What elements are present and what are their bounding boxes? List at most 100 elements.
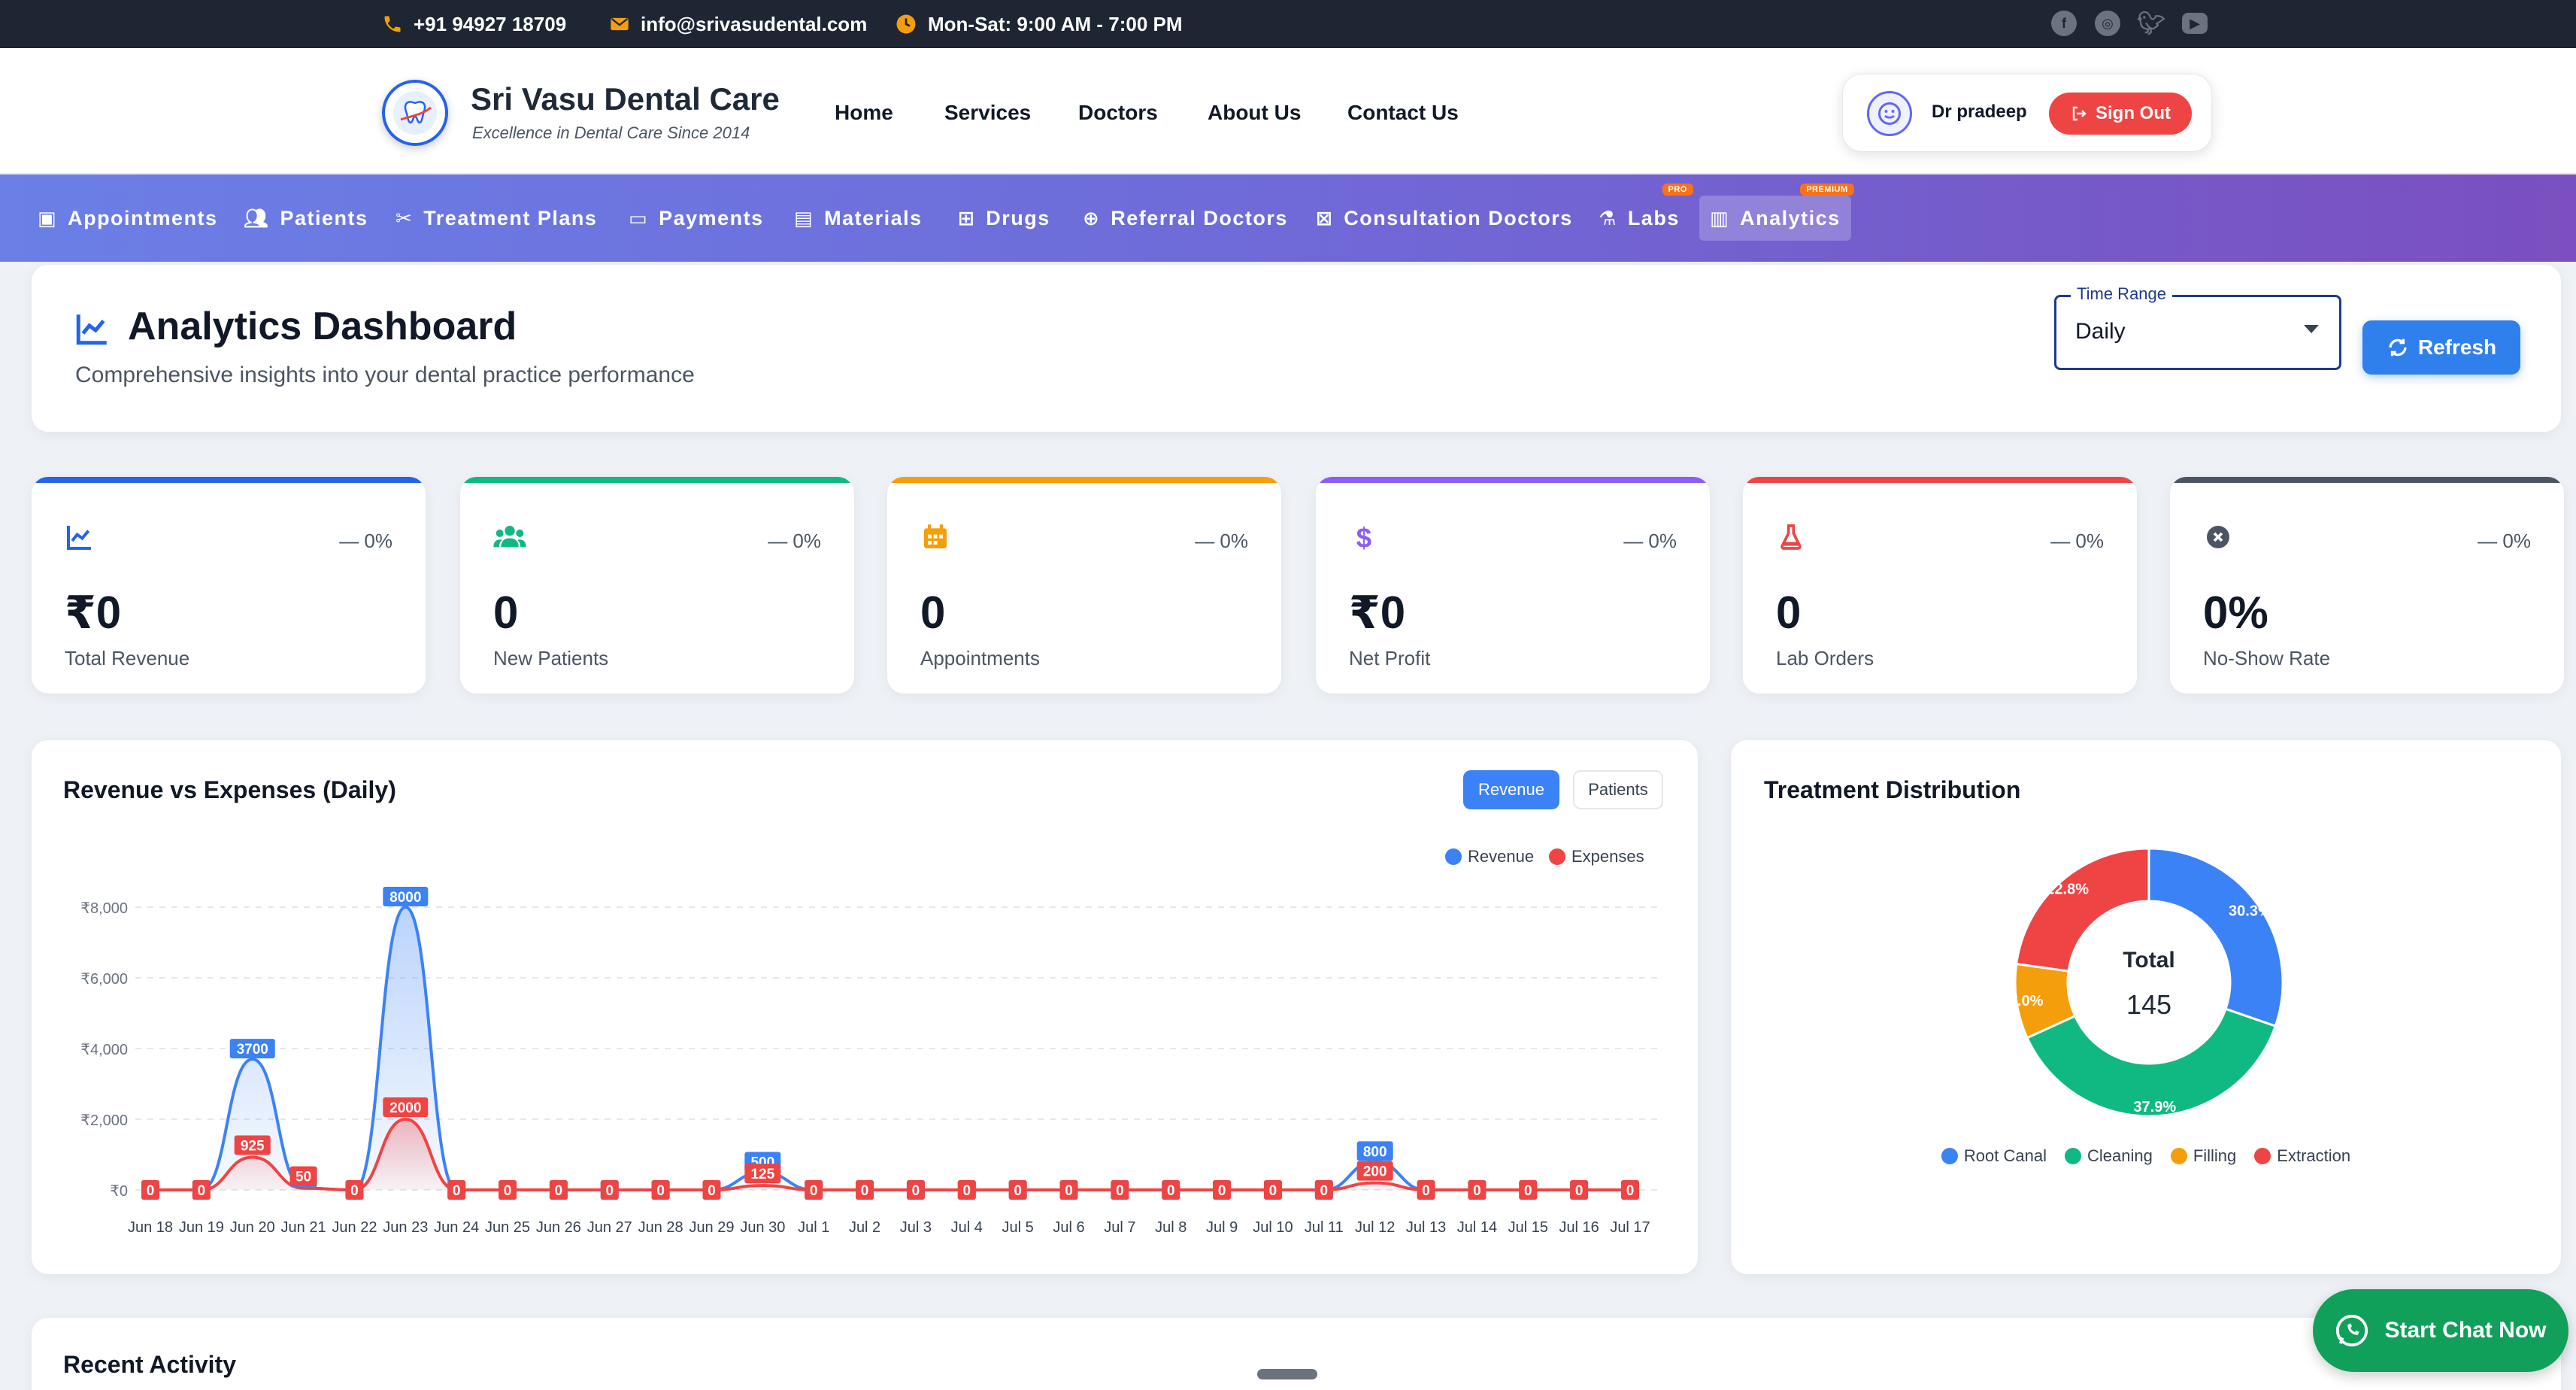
subnav-treatment-plans[interactable]: ✂︎ Treatment Plans — [385, 196, 608, 241]
x-tick-label: Jul 7 — [1104, 1219, 1135, 1236]
subnav-patients[interactable]: 👥︎ Patients — [233, 196, 379, 241]
pro-badge: PRO — [1662, 184, 1693, 196]
refresh-button[interactable]: Refresh — [2362, 320, 2520, 375]
subnav-analytics[interactable]: ▥ Analytics PREMIUM — [1699, 184, 1854, 241]
data-label: 0 — [1626, 1183, 1635, 1199]
data-label-box — [600, 1180, 619, 1200]
stat-label: Lab Orders — [1776, 647, 1874, 669]
scroll-handle[interactable] — [1257, 1369, 1317, 1379]
stat-card-total-revenue[interactable]: — 0% ₹0 Total Revenue — [32, 477, 426, 693]
stat-change: — 0% — [1195, 530, 1248, 552]
stat-card-new-patients[interactable]: — 0% 0 New Patients — [460, 477, 854, 693]
premium-badge: PREMIUM — [1800, 184, 1854, 196]
subnav-label: Drugs — [986, 206, 1050, 229]
x-tick-label: Jun 20 — [230, 1219, 275, 1236]
facebook-icon[interactable]: f — [2051, 11, 2077, 36]
legend-revenue[interactable]: Revenue — [1445, 847, 1534, 866]
stat-card-no-show-rate[interactable]: — 0% 0% No-Show Rate — [2170, 477, 2564, 693]
legend-label: Expenses — [1571, 847, 1644, 866]
data-label: 0 — [504, 1183, 512, 1199]
start-chat-label: Start Chat Now — [2384, 1318, 2547, 1343]
x-tick-label: Jul 3 — [900, 1219, 932, 1236]
x-tick-label: Jul 10 — [1253, 1219, 1293, 1236]
sign-out-button[interactable]: Sign Out — [2049, 93, 2192, 135]
subnav-drugs[interactable]: ⊞ Drugs — [947, 196, 1061, 241]
nav-doctors[interactable]: Doctors — [1078, 101, 1158, 124]
data-label: 2000 — [389, 1100, 421, 1116]
donut-center-value: 145 — [2126, 989, 2171, 1020]
nav-about-us[interactable]: About Us — [1208, 101, 1302, 124]
youtube-icon[interactable]: ▶ — [2182, 13, 2208, 34]
x-tick-label: Jun 23 — [383, 1219, 428, 1236]
data-label-box — [1213, 1180, 1232, 1200]
data-label-box — [744, 1164, 781, 1184]
twitter-icon[interactable]: 🐦︎ — [2136, 11, 2166, 36]
data-label: 0 — [555, 1183, 563, 1199]
subnav-materials[interactable]: ▤ Materials — [783, 196, 933, 241]
legend-filling[interactable]: Filling — [2170, 1146, 2236, 1166]
svg-text:$: $ — [1356, 522, 1371, 552]
data-label: 0 — [1218, 1183, 1226, 1199]
x-tick-label: Jun 21 — [281, 1219, 326, 1236]
email-contact[interactable]: info@srivasudental.com — [609, 0, 867, 48]
x-tick-label: Jul 12 — [1355, 1219, 1395, 1236]
legend-label: Cleaning — [2087, 1146, 2153, 1165]
legend-swatch — [1549, 848, 1565, 865]
stat-label: Appointments — [920, 647, 1040, 669]
treatment-legend: Root Canal Cleaning Filling Extraction — [1731, 1146, 2561, 1166]
data-label: 0 — [963, 1183, 971, 1199]
subnav-labs[interactable]: ⚗︎ Labs PRO — [1588, 184, 1693, 241]
legend-swatch — [2170, 1148, 2187, 1164]
revenue-chart-plot: ₹0 ₹2,000 ₹4,000 ₹6,000 ₹8,000 Jun 18 Jun 19 Ju… — [80, 887, 1660, 1236]
stat-value: 0% — [2203, 587, 2268, 638]
stat-value: ₹0 — [1349, 587, 1406, 638]
stat-card-net-profit[interactable]: $ — 0% ₹0 Net Profit — [1316, 477, 1710, 693]
nav-contact-us[interactable]: Contact Us — [1347, 101, 1459, 124]
stat-card-lab-orders[interactable]: — 0% 0 Lab Orders — [1743, 477, 2137, 693]
data-label: 0 — [912, 1183, 920, 1199]
data-label-box — [1356, 1141, 1393, 1161]
stat-label: Total Revenue — [65, 647, 190, 669]
treatment-donut-chart: 30.3% 37.9% 9.0% 22.8% Total 145 — [2009, 847, 2284, 1118]
nav-services[interactable]: Services — [944, 101, 1032, 124]
user-avatar-icon — [1878, 102, 1901, 125]
avatar[interactable] — [1867, 91, 1912, 136]
x-tick-label: Jul 1 — [798, 1219, 829, 1236]
legend-label: Extraction — [2277, 1146, 2351, 1165]
stat-change: — 0% — [2050, 530, 2104, 552]
data-label: 0 — [1014, 1183, 1022, 1199]
subnav-referral-doctors[interactable]: ⊕ Referral Doctors — [1072, 196, 1299, 241]
data-label: 0 — [147, 1183, 155, 1199]
data-label-box — [383, 887, 429, 906]
stat-card-appointments[interactable]: — 0% 0 Appointments — [887, 477, 1281, 693]
x-tick-label: Jun 24 — [434, 1219, 479, 1236]
time-range-select[interactable] — [2054, 295, 2341, 370]
chevron-down-icon[interactable] — [2304, 325, 2319, 333]
flask-icon: ⚗︎ — [1599, 206, 1617, 229]
clinic-logo[interactable] — [382, 80, 448, 146]
legend-root-canal[interactable]: Root Canal — [1941, 1146, 2047, 1166]
nav-home[interactable]: Home — [835, 101, 893, 124]
users-icon: 👥︎ — [244, 206, 270, 229]
legend-extraction[interactable]: Extraction — [2254, 1146, 2350, 1166]
legend-cleaning[interactable]: Cleaning — [2064, 1146, 2153, 1166]
legend-swatch — [1941, 1148, 1958, 1164]
instagram-icon[interactable]: ◎ — [2095, 11, 2120, 36]
brand-title[interactable]: Sri Vasu Dental Care — [471, 81, 780, 117]
data-label: 925 — [241, 1139, 265, 1155]
start-chat-button[interactable]: Start Chat Now — [2313, 1289, 2568, 1372]
data-label: 0 — [198, 1183, 206, 1199]
clock-icon — [895, 13, 917, 35]
subnav-consultation-doctors[interactable]: ⊠ Consultation Doctors — [1305, 196, 1583, 241]
phone-text: +91 94927 18709 — [414, 12, 567, 35]
data-label: 0 — [708, 1183, 716, 1199]
trend-icon — [67, 526, 91, 550]
x-tick-label: Jul 5 — [1002, 1219, 1034, 1236]
subnav-appointments[interactable]: ▣ Appointments — [27, 196, 229, 241]
phone-contact[interactable]: +91 94927 18709 — [382, 0, 566, 48]
subnav-payments[interactable]: ▭ Payments — [618, 196, 774, 241]
toggle-patients-button[interactable]: Patients — [1573, 770, 1663, 809]
data-label-box — [1621, 1180, 1639, 1200]
toggle-revenue-button[interactable]: Revenue — [1463, 770, 1559, 809]
legend-expenses[interactable]: Expenses — [1549, 847, 1644, 866]
